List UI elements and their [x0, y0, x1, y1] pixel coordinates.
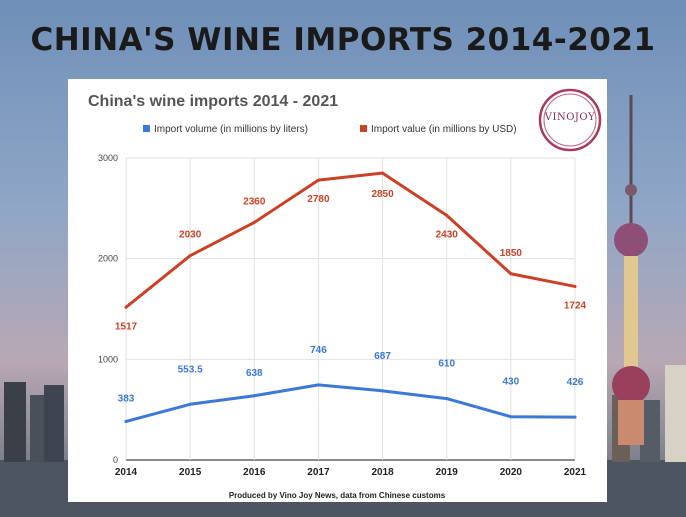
value-data-label: 1724 — [564, 300, 587, 311]
volume-series-line — [124, 383, 577, 423]
value-data-label: 2850 — [371, 189, 394, 200]
volume-point — [381, 389, 385, 393]
value-point — [381, 171, 385, 175]
volume-data-label: 553.5 — [178, 364, 203, 375]
y-tick-label: 0 — [113, 455, 118, 465]
x-tick-label: 2019 — [436, 467, 459, 478]
volume-data-label: 426 — [567, 377, 584, 388]
logo-ring-icon — [538, 88, 602, 152]
chart-title: China's wine imports 2014 - 2021 — [88, 93, 338, 110]
value-data-label: 1850 — [500, 248, 523, 259]
volume-point — [445, 397, 449, 401]
value-data-label: 1517 — [115, 321, 138, 332]
volume-point — [188, 402, 192, 406]
value-point — [188, 254, 192, 258]
volume-data-label: 383 — [118, 393, 135, 404]
x-tick-label: 2016 — [243, 467, 266, 478]
y-tick-label: 3000 — [98, 153, 118, 163]
legend-label-value: Import value (in millions by USD) — [371, 124, 517, 135]
value-data-label: 2030 — [179, 230, 202, 241]
volume-point — [124, 419, 128, 423]
x-tick-label: 2015 — [179, 467, 202, 478]
banner-title: CHINA'S WINE IMPORTS 2014-2021 — [30, 22, 656, 58]
volume-point — [509, 415, 513, 419]
y-axis-ticks: 0 1000 2000 3000 — [98, 153, 118, 465]
data-labels: 383 553.5 638 746 687 610 430 426 1517 2030 2360 27… — [115, 189, 587, 404]
y-tick-label: 2000 — [98, 254, 118, 264]
value-point — [509, 272, 513, 276]
volume-data-label: 610 — [438, 359, 455, 370]
legend: Import volume (in millions by liters) Im… — [143, 124, 517, 135]
vinojoy-logo: VINOJOY — [536, 86, 604, 154]
volume-data-label: 638 — [246, 368, 263, 379]
volume-point — [316, 383, 320, 387]
value-point — [573, 284, 577, 288]
x-tick-label: 2014 — [115, 467, 138, 478]
value-data-label: 2430 — [436, 229, 459, 240]
series-lines — [124, 171, 577, 423]
volume-data-label: 687 — [374, 351, 391, 362]
value-point — [316, 178, 320, 182]
line-chart: China's wine imports 2014 - 2021 Import … — [88, 93, 587, 500]
chart-card: China's wine imports 2014 - 2021 Import … — [68, 79, 607, 502]
volume-point — [573, 415, 577, 419]
volume-data-label: 430 — [503, 377, 520, 388]
legend-label-volume: Import volume (in millions by liters) — [154, 124, 308, 135]
value-point — [252, 220, 256, 224]
x-axis-ticks: 2014 2015 2016 2017 2018 2019 2020 2021 — [115, 467, 587, 478]
legend-swatch-volume — [143, 125, 150, 132]
x-tick-label: 2020 — [500, 467, 523, 478]
volume-data-label: 746 — [310, 345, 327, 356]
value-data-label: 2360 — [243, 196, 266, 207]
y-tick-label: 1000 — [98, 354, 118, 364]
value-series-line — [124, 171, 577, 309]
legend-swatch-value — [360, 125, 367, 132]
logo-text: VINOJOY — [544, 112, 596, 123]
value-point — [124, 305, 128, 309]
chart-footnote: Produced by Vino Joy News, data from Chi… — [229, 491, 446, 500]
x-tick-label: 2017 — [307, 467, 330, 478]
x-tick-label: 2021 — [564, 467, 587, 478]
volume-point — [252, 394, 256, 398]
value-point — [445, 213, 449, 217]
gridlines — [125, 157, 576, 461]
x-tick-label: 2018 — [371, 467, 394, 478]
value-data-label: 2780 — [307, 194, 330, 205]
